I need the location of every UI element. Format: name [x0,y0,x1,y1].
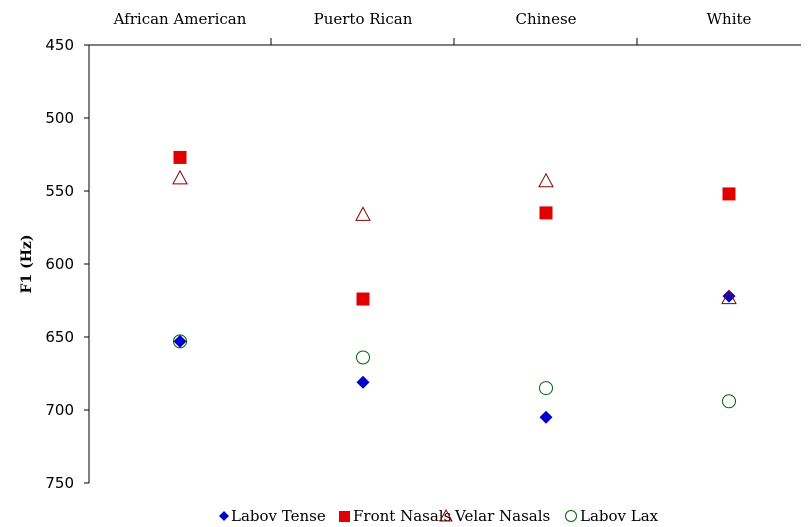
data-point-front-nasals [356,292,370,306]
data-markers [172,150,737,424]
data-point-labov-tense [539,410,553,424]
data-point-labov-tense [722,289,736,303]
legend: Labov Tense Front Nasals Velar Nasals La… [219,507,659,525]
data-point-labov-lax [539,381,553,396]
data-point-velar-nasals [721,289,737,305]
data-point-front-nasals [722,187,736,201]
legend-marker-velar-nasals [439,508,453,522]
y-tick-label: 600 [45,255,74,273]
y-tick-labels: 450 500 550 600 650 700 750 [45,36,74,492]
data-point-labov-tense [173,334,187,348]
data-point-labov-lax [722,394,736,409]
y-ticks [84,44,89,484]
data-point-front-nasals [539,206,553,220]
legend-label: Labov Tense [231,507,326,525]
data-point-velar-nasals [355,206,371,221]
category-label: Chinese [515,10,576,28]
data-point-velar-nasals [538,172,554,188]
y-tick-label: 750 [45,474,74,492]
y-axis-title: F1 (Hz) [19,235,35,294]
y-tick-label: 550 [45,182,74,200]
data-point-velar-nasals [172,169,188,185]
legend-marker-front-nasals [339,511,350,522]
y-tick-label: 500 [45,109,74,127]
y-tick-label: 700 [45,401,74,419]
legend-label: Velar Nasals [454,507,550,525]
category-label: African American [113,10,247,28]
category-label: Puerto Rican [314,10,413,28]
y-tick-label: 650 [45,328,74,346]
data-point-front-nasals [173,150,187,164]
legend-marker-labov-tense [219,511,229,521]
legend-label: Labov Lax [580,507,659,525]
data-point-labov-lax [356,350,370,365]
legend-label: Front Nasals [353,507,451,525]
data-point-labov-tense [356,375,370,389]
category-label: White [707,10,752,28]
data-point-labov-lax [173,334,187,349]
legend-marker-labov-lax [565,510,577,522]
y-tick-label: 450 [45,36,74,54]
